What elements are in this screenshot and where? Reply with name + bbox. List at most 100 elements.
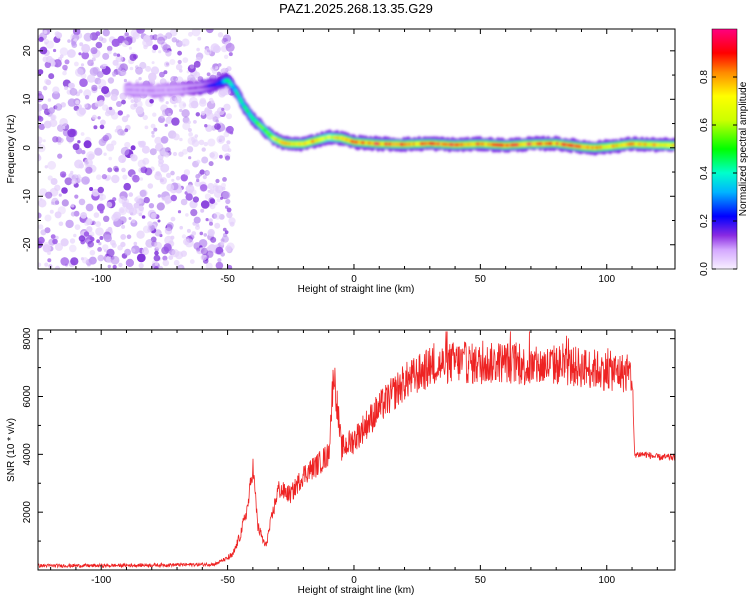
x-tick-label: -100 [91,274,111,285]
noise-blob [38,199,47,208]
noise-blob [47,160,57,170]
noise-blob [157,194,162,198]
noise-blob [188,156,192,160]
noise-blob [196,223,200,227]
noise-blob [118,155,127,163]
noise-blob [200,111,206,116]
noise-blob [124,32,129,37]
noise-blob [71,40,77,46]
noise-blob [173,259,180,266]
noise-blob [179,108,183,113]
noise-blob [111,174,120,184]
noise-blob [217,32,224,38]
noise-blob [199,169,205,175]
noise-blob [164,123,168,127]
noise-blob [99,124,105,130]
noise-blob [211,68,218,75]
noise-blob [59,47,69,56]
noise-blob [218,214,225,220]
noise-blob [180,198,188,206]
noise-blob [38,224,44,230]
noise-blob [118,195,127,204]
noise-blob [55,32,63,39]
noise-blob [42,242,51,250]
noise-blob [200,184,208,192]
noise-blob [58,193,62,197]
noise-blob [193,120,197,124]
noise-blob [96,71,104,78]
noise-blob [207,138,216,147]
x-tick-label: 100 [598,274,615,285]
noise-blob [127,95,132,100]
noise-blob [81,176,90,185]
noise-blob [102,52,110,60]
noise-blob [87,240,94,248]
noise-blob [135,106,144,115]
noise-blob [219,135,225,142]
noise-blob [226,113,232,120]
noise-blob [182,43,186,47]
noise-blob [212,185,219,192]
noise-blob [81,43,91,53]
noise-blob [119,216,127,224]
noise-blob [144,125,149,130]
x-tick-label: -100 [91,575,111,586]
noise-blob [39,197,43,201]
noise-blob [199,99,207,107]
noise-blob [195,174,201,179]
noise-blob [76,174,81,179]
noise-blob [215,178,220,184]
noise-blob [38,136,43,144]
noise-blob [175,40,183,48]
noise-blob [49,209,54,214]
noise-blob [45,79,52,86]
noise-blob [143,196,150,204]
noise-blob [168,113,172,117]
noise-blob [138,205,144,212]
noise-blob [139,177,144,181]
noise-blob [151,61,155,65]
noise-blob [48,107,55,114]
noise-blob [226,66,232,72]
noise-blob [170,194,177,202]
noise-blob [191,231,197,236]
noise-blob [42,244,51,253]
spectrogram-plot [38,29,675,269]
noise-blob [151,134,155,138]
noise-blob [182,122,191,131]
noise-blob [166,172,172,178]
noise-blob [221,107,225,111]
noise-blob [75,100,80,105]
noise-blob [200,254,207,261]
noise-blob [169,59,176,65]
noise-blob [129,66,134,71]
noise-blob [55,265,60,269]
noise-blob [88,256,97,265]
noise-blob [95,221,102,228]
noise-blob [217,258,222,263]
figure-title: PAZ1.2025.268.13.35.G29 [279,1,433,16]
ridge-mark [672,143,675,148]
noise-blob [91,114,97,120]
noise-blob [91,188,100,197]
noise-blob [45,40,55,49]
noise-blob [107,264,112,269]
noise-blob [38,212,42,219]
spectrogram-y-ticks: -20 -10 0 10 20 [22,45,675,270]
ridge-mark [233,88,238,93]
spectrogram-x-ticks: -100 -50 0 50 100 [50,29,658,285]
noise-blob [91,84,98,92]
noise-blob [38,123,45,130]
noise-blob [67,98,77,107]
ridge-mark [239,100,244,104]
noise-blob [166,183,175,192]
noise-blob [193,242,202,250]
noise-blob [95,31,101,37]
colorbar-tick-label: 0.4 [699,166,710,180]
noise-blob [70,211,76,217]
noise-blob [83,140,92,149]
noise-blob [165,50,172,57]
noise-blob [141,215,146,219]
noise-blob [49,119,58,128]
colorbar-tick-label: 0.6 [699,118,710,132]
